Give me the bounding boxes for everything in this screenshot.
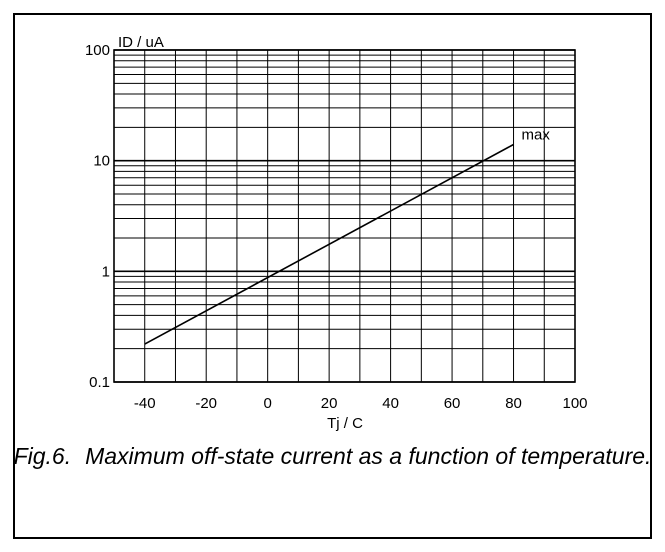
x-tick-label: -40 [134, 395, 156, 412]
series-label: max [522, 126, 551, 143]
y-tick-label: 100 [85, 42, 110, 59]
y-tick-label: 10 [93, 153, 110, 170]
series-line-max [144, 143, 514, 345]
caption-text: Maximum off-state current as a function … [85, 443, 652, 469]
x-tick-label: 20 [321, 395, 338, 412]
y-axis-label: ID / uA [118, 34, 164, 51]
x-tick-label: 0 [263, 395, 271, 412]
figure-number: Fig.6. [13, 443, 72, 469]
x-axis-label: Tj / C [327, 415, 363, 432]
chart-grid [113, 49, 576, 383]
y-tick-label: 0.1 [89, 374, 110, 391]
figure-caption: Fig.6. Maximum off-state current as a fun… [13, 443, 652, 470]
x-tick-label: 40 [382, 395, 399, 412]
y-tick-label: 1 [102, 263, 110, 280]
x-tick-label: -20 [195, 395, 217, 412]
plot-border [113, 49, 576, 383]
x-tick-label: 100 [562, 395, 587, 412]
x-tick-label: 80 [505, 395, 522, 412]
tick-labels: -40 -20 0 20 40 60 80 100 0.1 1 10 100 [85, 42, 588, 412]
figure-frame [13, 13, 652, 539]
x-tick-label: 60 [444, 395, 461, 412]
chart-series: max [144, 126, 551, 345]
